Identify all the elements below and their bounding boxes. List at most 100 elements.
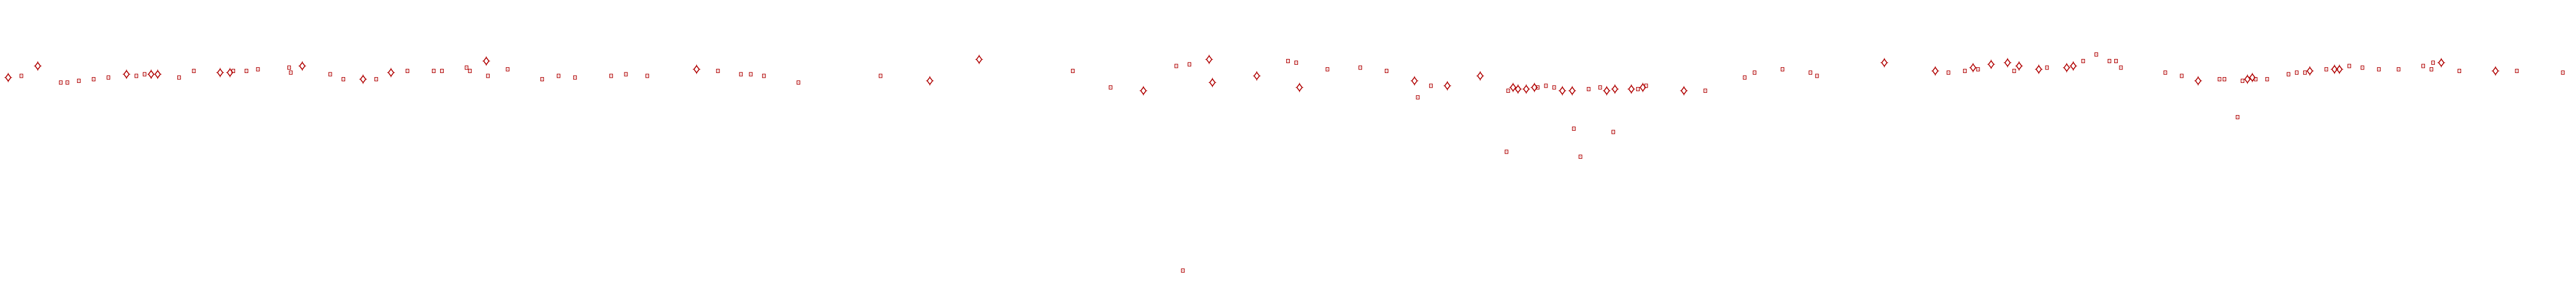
data-point-diamond xyxy=(1568,86,1575,95)
data-point-square xyxy=(2421,64,2426,68)
data-point-square xyxy=(1611,130,1615,134)
data-point-square xyxy=(465,65,469,70)
data-point-diamond-tick xyxy=(2331,64,2339,74)
data-point-diamond xyxy=(975,55,982,64)
data-point-diamond xyxy=(483,57,490,65)
data-point-square xyxy=(142,72,146,77)
data-point-diamond-tick xyxy=(153,69,162,79)
data-point-square xyxy=(2163,70,2167,75)
data-point-diamond xyxy=(1296,83,1303,92)
data-point-square xyxy=(405,68,409,74)
data-point-square-center xyxy=(1599,87,1601,88)
data-point-diamond-tick xyxy=(122,69,131,79)
data-point-diamond-tick xyxy=(226,68,234,78)
data-point-square xyxy=(2360,65,2364,70)
data-point-diamond xyxy=(1209,78,1216,87)
data-point-diamond xyxy=(1523,85,1530,93)
data-point-square xyxy=(1294,60,1298,65)
data-point-square xyxy=(1174,64,1178,68)
data-point-diamond-tick xyxy=(2035,64,2043,74)
data-point-diamond xyxy=(388,68,395,77)
data-point-square xyxy=(2217,77,2221,82)
data-point-diamond-tick xyxy=(1639,82,1647,92)
data-point-square-center xyxy=(144,74,145,75)
data-point-square xyxy=(796,80,801,85)
data-point-diamond xyxy=(1680,86,1687,95)
data-point-diamond xyxy=(1603,86,1610,95)
data-point-square xyxy=(1286,58,1290,64)
data-point-square xyxy=(287,65,291,70)
data-point-square-center xyxy=(750,74,752,75)
data-point-diamond-tick xyxy=(34,61,42,71)
series-square xyxy=(19,52,2565,273)
data-point-square xyxy=(1636,86,1640,92)
data-point-square xyxy=(739,72,743,77)
data-point-diamond xyxy=(1628,85,1635,93)
data-point-square xyxy=(2180,74,2184,78)
data-point-square-center xyxy=(1175,65,1177,67)
data-point-square xyxy=(2303,70,2307,75)
data-point-diamond-tick xyxy=(2063,62,2071,72)
data-point-square xyxy=(65,80,69,85)
data-point-diamond xyxy=(1612,85,1619,93)
data-point-diamond-tick xyxy=(1252,71,1261,81)
data-point-square xyxy=(716,68,720,74)
data-point-square xyxy=(2396,67,2400,72)
data-point-diamond-tick xyxy=(2248,72,2256,82)
data-point-diamond xyxy=(1514,85,1521,93)
data-point-square xyxy=(1587,86,1591,92)
data-point-diamond xyxy=(2195,77,2202,85)
data-point-diamond xyxy=(1970,63,1977,72)
data-point-square-center xyxy=(1417,97,1419,98)
data-point-diamond-tick xyxy=(1509,82,1517,92)
data-point-diamond-tick xyxy=(387,68,395,78)
data-point-diamond xyxy=(2016,61,2023,71)
data-point-square-center xyxy=(1182,270,1184,271)
data-point-square xyxy=(2114,58,2118,64)
data-point-square xyxy=(1808,70,1813,75)
data-point-square-center xyxy=(798,82,799,83)
data-point-diamond xyxy=(299,61,306,71)
data-point-square xyxy=(1598,85,1602,90)
data-point-diamond xyxy=(2336,65,2343,74)
data-point-square-center xyxy=(880,75,881,77)
data-point-diamond xyxy=(217,68,224,77)
data-point-square xyxy=(2107,58,2111,64)
data-point-square xyxy=(2294,70,2299,75)
data-point-diamond xyxy=(2438,58,2445,67)
data-point-diamond xyxy=(154,69,161,79)
data-point-diamond xyxy=(360,75,367,84)
data-point-square xyxy=(1743,75,1747,80)
data-point-square xyxy=(1429,84,1433,88)
data-point-diamond xyxy=(1988,60,1995,69)
data-point-square xyxy=(2045,65,2049,70)
data-point-diamond-tick xyxy=(1139,86,1147,96)
data-point-diamond-tick xyxy=(1603,86,1611,96)
data-point-square xyxy=(1946,70,1950,75)
data-point-diamond xyxy=(2331,65,2338,74)
data-point-square-center xyxy=(67,82,68,83)
data-point-square xyxy=(2254,77,2258,82)
data-point-square-center xyxy=(1754,72,1755,73)
data-point-square-center xyxy=(21,75,22,77)
data-point-square-center xyxy=(487,75,489,77)
data-point-diamond xyxy=(2492,67,2499,75)
data-point-square xyxy=(1181,268,1185,273)
data-point-diamond xyxy=(5,73,12,82)
data-point-diamond xyxy=(926,77,933,85)
data-point-square xyxy=(1416,95,1420,100)
data-point-square xyxy=(486,74,490,78)
data-point-diamond-tick xyxy=(1205,54,1213,64)
data-point-square xyxy=(1504,150,1508,154)
data-point-diamond xyxy=(2070,61,2077,71)
data-point-square xyxy=(1753,70,1757,75)
data-point-diamond xyxy=(1932,67,1939,75)
data-point-square xyxy=(1536,85,1540,90)
data-point-square xyxy=(2081,58,2085,64)
data-point-square-center xyxy=(1506,151,1507,152)
data-point-square xyxy=(92,77,96,82)
data-point-square xyxy=(1325,67,1329,72)
data-point-square xyxy=(2431,60,2435,65)
data-point-diamond-tick xyxy=(1208,78,1216,88)
data-point-square-center xyxy=(1948,72,1949,73)
